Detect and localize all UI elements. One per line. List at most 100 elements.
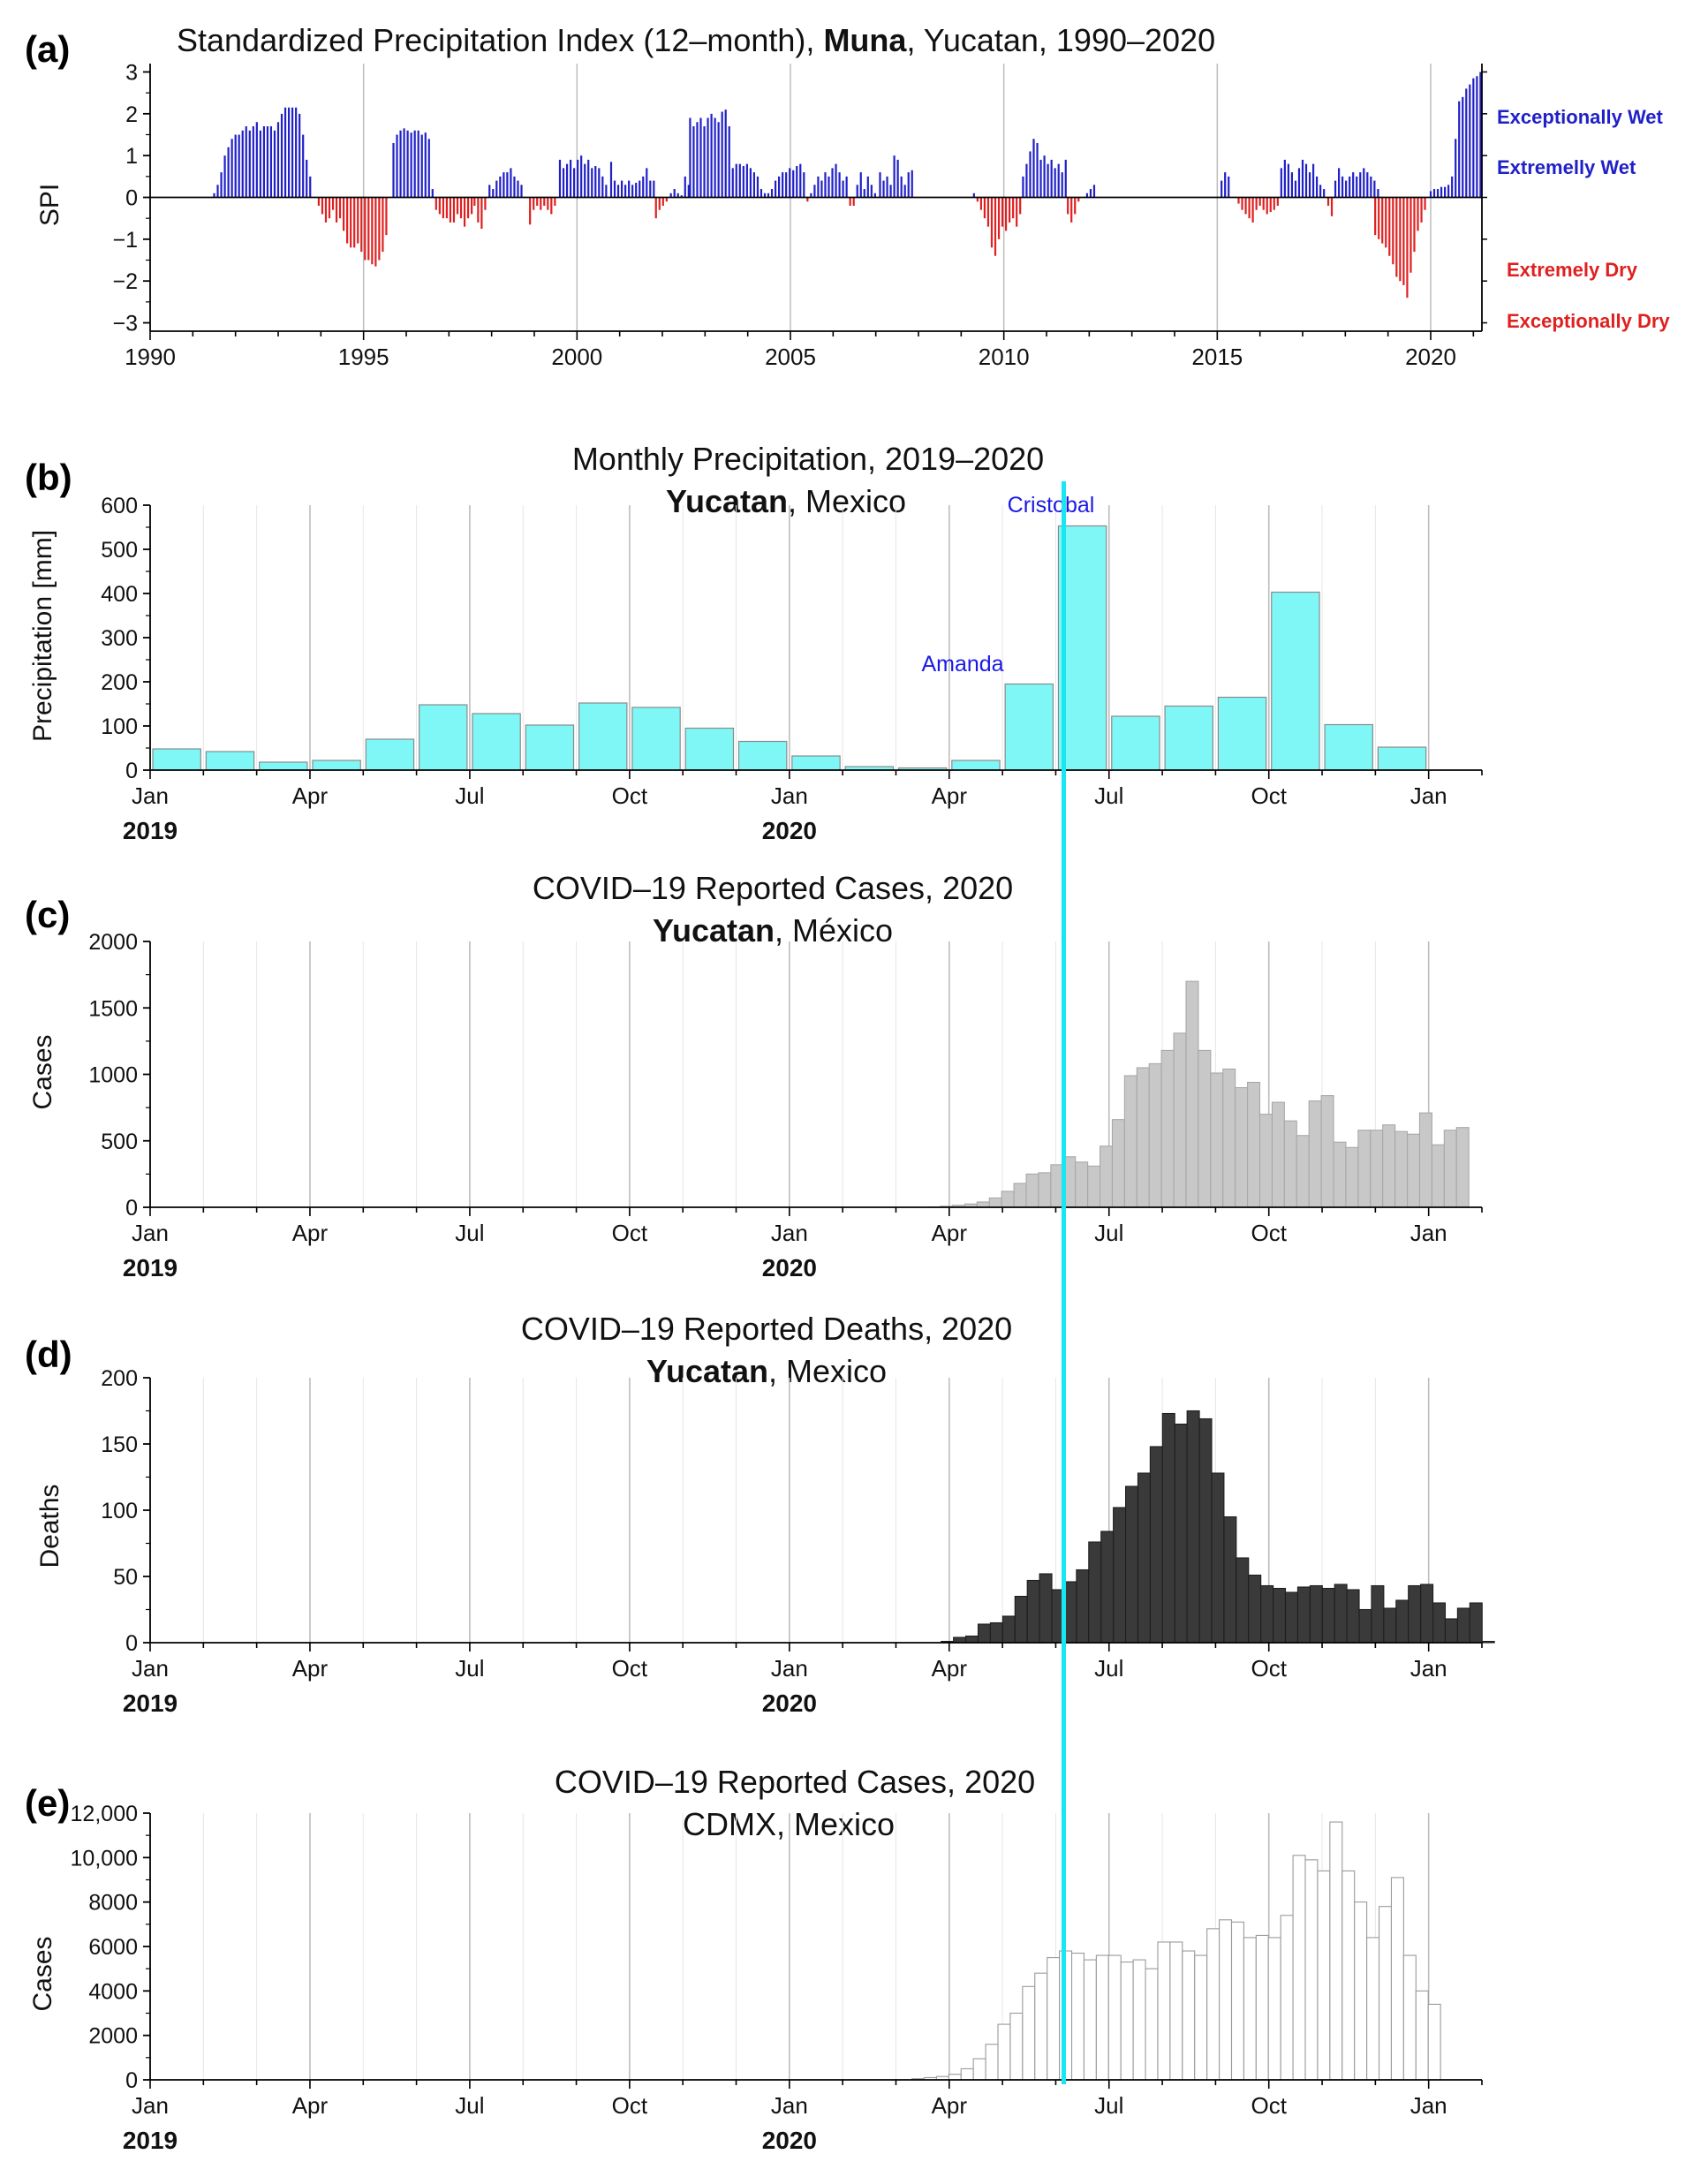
precip-bar [525, 724, 575, 771]
x-tick-label: Oct [612, 782, 648, 809]
week-bar [1173, 1032, 1187, 1208]
week-bar [1308, 1100, 1322, 1208]
week-bar [1248, 1574, 1262, 1644]
chart-title-e-line1: COVID–19 Reported Cases, 2020 [555, 1764, 1035, 1800]
precip-bar [419, 704, 468, 771]
precip-bar [259, 761, 308, 771]
week-bar [1394, 1130, 1409, 1208]
x-tick-label: Apr [292, 2092, 329, 2119]
week-bar [1407, 1133, 1421, 1208]
week-bar [1418, 1112, 1432, 1208]
week-bar [1357, 1130, 1372, 1208]
week-bar [1169, 1941, 1183, 2081]
chart-title-b-line2: Yucatan, Mexico [666, 483, 906, 519]
x-tick-label: Oct [1251, 2092, 1287, 2119]
week-bar [1050, 1164, 1064, 1208]
week-bar [1455, 1127, 1470, 1208]
week-bar [1076, 1568, 1090, 1644]
y-tick-label-a: 1 [125, 144, 138, 169]
x-tick-label: Oct [612, 2092, 648, 2119]
panel-c-yucatan-cases: (c) COVID–19 Reported Cases, 2020 Yucata… [25, 870, 1483, 1281]
week-bar [1366, 1937, 1380, 2081]
week-bar [1219, 1919, 1233, 2081]
x-tick-label: Jul [455, 1655, 484, 1682]
panel-label-a: (a) [25, 28, 70, 70]
precip-bar [1324, 723, 1373, 771]
y-tick-label: 0 [125, 1196, 138, 1221]
week-bar [977, 1623, 991, 1644]
precip-bar [684, 727, 735, 771]
week-bar [1284, 1591, 1298, 1644]
precip-bar [1111, 715, 1160, 771]
week-bar [1432, 1602, 1447, 1644]
panel-label-b: (b) [25, 457, 72, 498]
week-bar [1382, 1124, 1396, 1208]
week-bar [1026, 1579, 1040, 1644]
chart-title-d-line2: Yucatan, Mexico [646, 1353, 887, 1389]
week-bar [972, 2058, 986, 2081]
y-tick-label: 300 [101, 626, 138, 651]
x-tick-label-a: 1995 [338, 344, 389, 370]
y-tick-label: 400 [101, 582, 138, 607]
week-bar [960, 2067, 974, 2081]
week-bar [1025, 1173, 1039, 1208]
week-bar [1408, 1584, 1422, 1644]
week-bar [1186, 1410, 1200, 1644]
x-tick-label: Jan [132, 2092, 169, 2119]
week-bar [1296, 1135, 1310, 1208]
chart-title-e-line2: CDMX, Mexico [683, 1806, 895, 1842]
week-bar [1304, 1859, 1319, 2081]
x-tick-label: Apr [292, 782, 329, 809]
week-bar [1431, 1144, 1445, 1208]
week-bar [965, 1635, 979, 1644]
week-bar [1111, 1119, 1125, 1208]
week-bar [1230, 1921, 1244, 2081]
y-tick-label: 100 [101, 714, 138, 739]
x-tick-label: Jan [1410, 2092, 1447, 2119]
week-bar [1370, 1130, 1384, 1208]
week-bar [1346, 1589, 1360, 1644]
week-bar [1075, 1161, 1089, 1208]
x-tick-label: Jul [1094, 1220, 1123, 1246]
precip-bar [152, 748, 201, 771]
x-tick-label: Oct [1251, 782, 1287, 809]
panel-e-cdmx-cases: (e) COVID–19 Reported Cases, 2020 CDMX, … [25, 1764, 1483, 2154]
x-tick-label: Jan [132, 782, 169, 809]
week-bar [1292, 1855, 1306, 2081]
cases-bars-yucatan [927, 980, 1470, 1208]
year-label: 2019 [123, 817, 178, 844]
x-tick-label: Jan [771, 1655, 808, 1682]
week-bar [1341, 1870, 1356, 2081]
axes-c: 0 500 1000 1500 2000 Jan Apr Jul Oct Jan Apr Jul Oct… [88, 930, 1483, 1281]
y-tick-label-a: −1 [112, 228, 138, 253]
x-tick-label: Oct [612, 1220, 648, 1246]
week-bar [1329, 1821, 1343, 2081]
x-tick-label: Jan [132, 1220, 169, 1246]
panel-b-precipitation: (b) Monthly Precipitation, 2019–2020 Yuc… [25, 441, 1483, 844]
week-bar [1354, 1901, 1368, 2081]
year-label: 2020 [762, 1689, 817, 1717]
x-tick-label: Jul [455, 782, 484, 809]
axes-b: 0 100 200 300 400 500 600 Jan Apr Jul Oct Jan Apr Jul… [101, 494, 1483, 844]
week-bar [1132, 1959, 1146, 2081]
week-bar [1223, 1516, 1237, 1644]
spi-bars [213, 72, 1482, 299]
week-bar [1273, 1587, 1287, 1644]
x-tick-label-a: 2000 [551, 344, 602, 370]
week-bar [1194, 1954, 1208, 2081]
week-bar [1309, 1584, 1323, 1644]
week-bar [1039, 1573, 1053, 1644]
x-tick-label: Jul [455, 2092, 484, 2119]
precip-bar [1057, 525, 1107, 771]
y-axis-label-a: SPI [35, 184, 64, 226]
week-bar [1070, 1953, 1085, 2081]
week-bar [1047, 1957, 1061, 2081]
year-label: 2020 [762, 2127, 817, 2154]
week-bar [1087, 1165, 1101, 1208]
year-label: 2019 [123, 2127, 178, 2154]
week-bar [1420, 1584, 1434, 1644]
y-tick-label-a: 0 [125, 186, 138, 211]
week-bar [1395, 1599, 1409, 1644]
week-bar [1222, 1068, 1236, 1208]
week-bar [1243, 1937, 1257, 2081]
